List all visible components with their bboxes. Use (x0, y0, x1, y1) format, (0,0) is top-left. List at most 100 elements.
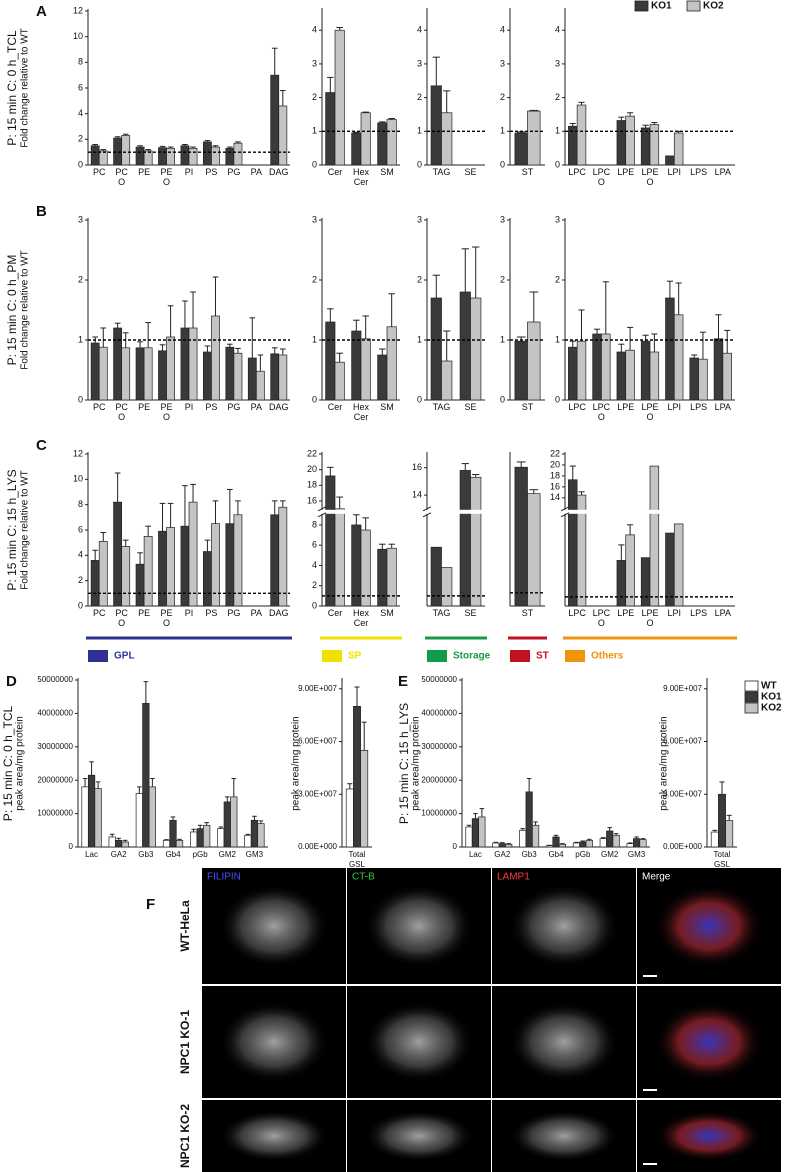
bar (190, 831, 198, 848)
x-tick-label: PC (93, 608, 106, 618)
bar (616, 560, 627, 607)
bar (545, 845, 554, 848)
axis-break (316, 509, 401, 514)
y-tick-label: 1 (312, 334, 317, 344)
y-tick-label: 0.00E+000 (663, 842, 702, 851)
bar (158, 147, 167, 166)
x-tick-label: Lac (85, 850, 98, 859)
bar (514, 466, 528, 607)
bar (616, 120, 627, 166)
bar (527, 321, 541, 401)
y-tick-label: 3 (555, 58, 560, 68)
y-axis-label: P: 15 min C: 0 h_TCL (1, 705, 15, 821)
y-axis-label: peak area/mg protein (15, 716, 26, 811)
y-tick-label: 0 (312, 159, 317, 169)
bar (257, 823, 265, 848)
y-tick-label: 3 (312, 214, 317, 224)
bar (166, 527, 175, 607)
x-tick-label: LPI (668, 402, 682, 412)
x-tick-label: LPS (690, 402, 707, 412)
y-tick-label: 2 (417, 274, 422, 284)
y-tick-label: 8 (312, 519, 317, 529)
y-tick-label: 8 (78, 57, 83, 67)
bar (519, 829, 527, 848)
bar (649, 465, 660, 607)
x-tick-label: LPI (668, 167, 682, 177)
bar (576, 340, 587, 401)
y-tick-label: 9.00E+007 (298, 684, 337, 693)
bar (386, 119, 397, 166)
y-tick-label: 1 (312, 126, 317, 136)
column-label: Merge (642, 872, 671, 883)
cell (219, 884, 329, 968)
y-tick-label: 2 (555, 92, 560, 102)
bar (514, 132, 528, 166)
y-tick-label: 6.00E+007 (663, 737, 702, 746)
bar (572, 842, 580, 848)
y-tick-label: 2 (312, 274, 317, 284)
bar (625, 115, 635, 166)
row-label: NPC1 KO-2 (178, 1104, 192, 1168)
x-tick-label: LPC O (593, 167, 611, 187)
bar (689, 357, 699, 401)
y-tick-label: 6 (78, 524, 83, 534)
bar (478, 816, 486, 848)
y-tick-label: 20 (550, 459, 560, 469)
x-tick-label: SM (380, 402, 394, 412)
cell (219, 1001, 329, 1083)
y-tick-label: 1 (500, 334, 505, 344)
x-tick-label: DAG (269, 402, 289, 412)
bar (113, 501, 123, 607)
bar (223, 801, 231, 848)
bar (233, 514, 243, 607)
y-tick-label: 3 (417, 214, 422, 224)
bar (225, 346, 235, 401)
y-tick-label: 3.00E+007 (663, 789, 702, 798)
x-tick-label: PS (205, 167, 217, 177)
panel-label: F (146, 896, 155, 913)
x-tick-label: PS (205, 608, 217, 618)
group-label: ST (536, 651, 549, 662)
x-tick-label: LPE O (641, 608, 658, 628)
x-tick-label: LPA (715, 608, 731, 618)
y-tick-label: 0.00E+000 (298, 842, 337, 851)
y-tick-label: 2 (500, 92, 505, 102)
bar (640, 127, 651, 166)
y-tick-label: 0 (78, 394, 83, 404)
x-tick-label: PC O (115, 167, 128, 187)
y-tick-label: 2 (78, 274, 83, 284)
x-tick-label: PC (93, 402, 106, 412)
y-tick-label: 0 (453, 842, 458, 851)
break-mark (560, 512, 570, 518)
bar (625, 349, 635, 401)
x-tick-label: GM2 (601, 850, 619, 859)
panel-label: E (398, 673, 408, 690)
bar (626, 843, 634, 848)
y-tick-label: 10 (73, 31, 83, 41)
y-tick-label: 50000000 (37, 675, 73, 684)
x-tick-label: LPC (568, 167, 586, 177)
x-tick-label: LPS (690, 608, 707, 618)
bar (532, 824, 540, 848)
x-tick-label: LPC O (593, 402, 611, 422)
x-tick-label: SE (464, 167, 476, 177)
bar (334, 508, 345, 607)
break-mark (317, 512, 327, 518)
y-tick-label: 20000000 (421, 775, 457, 784)
y-tick-label: 6 (312, 540, 317, 550)
bar (211, 146, 220, 166)
legend-label: KO2 (761, 703, 782, 714)
cell (654, 1001, 764, 1083)
bar (270, 353, 280, 401)
bar (639, 839, 647, 848)
bar (325, 321, 336, 401)
bar (211, 315, 220, 401)
bar (558, 843, 567, 848)
y-tick-label: 18 (307, 480, 317, 490)
x-tick-label: LPC (568, 608, 586, 618)
bar (640, 557, 651, 607)
y-tick-label: 3 (312, 58, 317, 68)
bar (148, 786, 156, 848)
bar (188, 147, 198, 166)
bar (459, 470, 471, 607)
